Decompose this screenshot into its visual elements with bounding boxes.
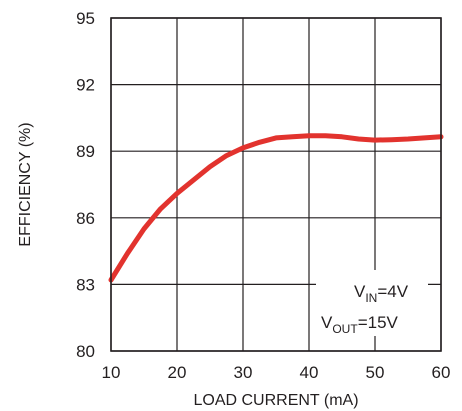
x-tick-label: 20: [168, 363, 187, 382]
annotation-line: VOUT=15V: [321, 313, 399, 336]
y-tick-label: 83: [76, 275, 95, 294]
x-tick-label: 10: [102, 363, 121, 382]
y-tick-labels: 80 83 86 89 92 95: [76, 9, 95, 361]
plot-frame: [110, 17, 442, 352]
x-tick-label: 30: [234, 363, 253, 382]
annotation-line: VIN=4V: [354, 282, 409, 305]
x-tick-label: 40: [300, 363, 319, 382]
y-axis-label: EFFICIENCY (%): [17, 122, 34, 246]
x-tick-label: 60: [432, 363, 451, 382]
x-tick-label: 50: [366, 363, 385, 382]
x-axis-label: LOAD CURRENT (mA): [193, 392, 358, 409]
y-tick-label: 92: [76, 76, 95, 95]
y-tick-label: 89: [76, 142, 95, 161]
annotation-box: [316, 270, 428, 336]
y-tick-label: 86: [76, 209, 95, 228]
condition-annotation: VIN=4V VOUT=15V: [316, 270, 428, 336]
x-tick-labels: 10 20 30 40 50 60: [102, 363, 451, 382]
y-tick-label: 80: [76, 342, 95, 361]
efficiency-series-line: [108, 133, 444, 283]
y-tick-label: 95: [76, 9, 95, 28]
